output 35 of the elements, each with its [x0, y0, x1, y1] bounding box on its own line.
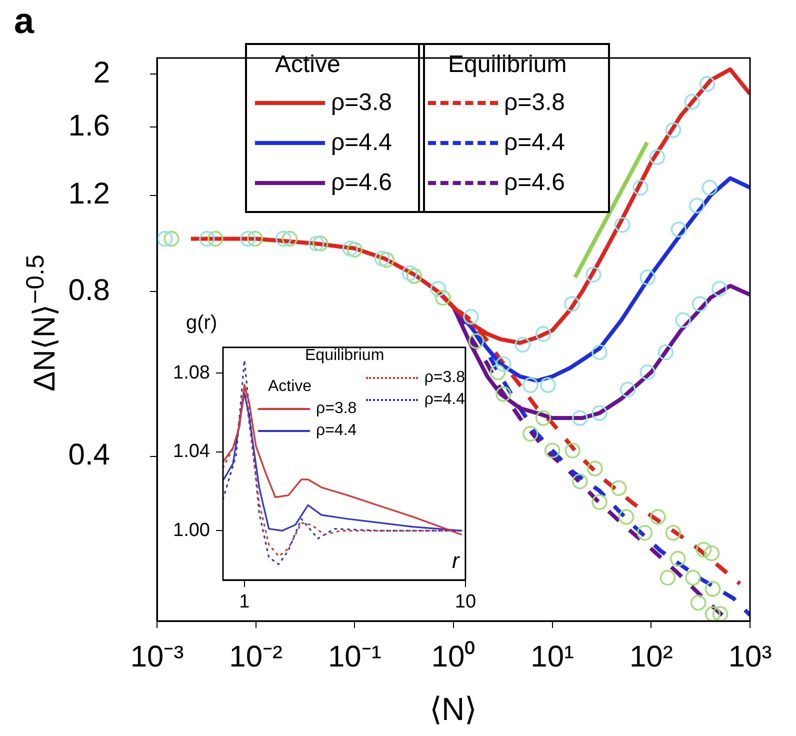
legend-label: ρ=4.6 [504, 169, 566, 197]
annotation: Active [268, 378, 313, 396]
x-tick-label: 10⁻² [229, 640, 283, 674]
x-tick-label: 10⁻³ [130, 640, 184, 674]
legend-label: ρ=4.4 [331, 129, 392, 157]
legend-label: ρ=3.8 [331, 89, 392, 117]
annotation: Equilibrium [305, 347, 386, 365]
legend-label: ρ=3.8 [424, 369, 465, 387]
x-tick-label: 10³ [728, 640, 772, 674]
legend-label: ρ=3.8 [504, 89, 566, 117]
legend-label: ρ=3.8 [316, 400, 357, 418]
x-tick-label: 10¹ [530, 640, 574, 674]
y-tick-label: 1.6 [68, 109, 110, 142]
y-tick-label: 1.00 [173, 520, 210, 541]
text: a [14, 0, 34, 42]
annotation: Active [275, 51, 342, 79]
legend-label: ρ=4.4 [316, 422, 357, 440]
x-tick-label: 10 [454, 592, 476, 613]
x-tick-label: 10⁰ [431, 640, 476, 674]
x-tick-label: 1 [239, 592, 250, 613]
x-axis-title: r [452, 548, 460, 574]
y-axis-title: g(r) [186, 312, 218, 335]
legend-label: ρ=4.4 [504, 129, 566, 157]
y-tick-label: 0.4 [68, 438, 110, 472]
legend-label: ρ=4.4 [424, 391, 465, 409]
annotation: Equilibrium [448, 51, 568, 79]
y-tick-label: 0.8 [68, 274, 110, 307]
legend-label: ρ=4.6 [331, 169, 392, 197]
y-tick-label: 1.08 [173, 362, 210, 384]
y-tick-label: 1.2 [68, 178, 110, 211]
x-tick-label: 10² [629, 640, 673, 674]
y-tick-label: 2 [93, 56, 110, 90]
x-tick-label: 10⁻¹ [328, 640, 382, 674]
x-axis-title: ⟨N⟩ [429, 690, 477, 728]
y-tick-label: 1.04 [173, 441, 210, 462]
